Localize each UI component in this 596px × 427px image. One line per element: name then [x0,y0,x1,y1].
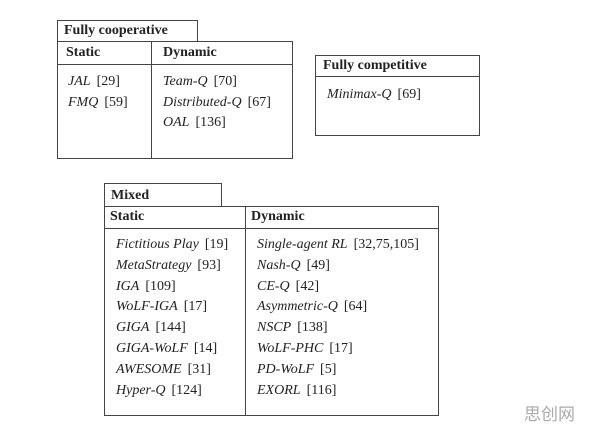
divider [315,76,480,77]
reference: [67] [247,94,271,110]
algorithm-name: Distributed-Q [163,94,242,110]
algorithm-entry: Hyper-Q [124] [116,383,202,399]
reference: [59] [104,94,128,110]
algorithm-name: MetaStrategy [116,257,192,273]
algorithm-entry: Asymmetric-Q [64] [257,299,367,315]
watermark: 思创网 [524,405,575,425]
algorithm-entry: GIGA [144] [116,320,186,336]
reference: [144] [155,320,186,336]
column-header: Static [66,45,101,60]
group-title: Fully competitive [323,58,427,73]
algorithm-entry: OAL [136] [163,115,226,131]
reference: [93] [197,257,221,273]
algorithm-entry: Distributed-Q [67] [163,95,271,111]
algorithm-name: OAL [163,115,190,130]
algorithm-name: Fictitious Play [116,237,199,252]
algorithm-entry: Minimax-Q [69] [327,87,421,103]
algorithm-name: GIGA-WoLF [116,341,188,356]
divider [104,228,439,229]
algorithm-name: EXORL [257,382,301,398]
reference: [32,75,105] [353,237,419,252]
algorithm-name: WoLF-PHC [257,341,324,356]
algorithm-name: Asymmetric-Q [257,299,338,315]
algorithm-name: JAL [68,74,91,89]
reference: [70] [213,74,237,89]
algorithm-entry: MetaStrategy [93] [116,258,221,274]
group-title: Fully cooperative [57,20,198,42]
reference: [124] [171,382,202,398]
algorithm-entry: JAL [29] [68,74,120,90]
algorithm-entry: WoLF-IGA [17] [116,299,207,315]
reference: [136] [195,115,226,130]
algorithm-entry: PD-WoLF [5] [257,362,336,378]
reference: [49] [306,257,330,273]
algorithm-name: Team-Q [163,74,208,89]
algorithm-entry: Fictitious Play [19] [116,237,228,253]
algorithm-name: FMQ [68,94,99,110]
group-box [315,55,480,136]
reference: [14] [193,341,218,356]
algorithm-name: WoLF-IGA [116,299,178,315]
reference: [17] [329,341,353,356]
algorithm-entry: CE-Q [42] [257,279,319,295]
algorithm-entry: FMQ [59] [68,95,128,111]
algorithm-name: AWESOME [116,361,182,377]
algorithm-entry: IGA [109] [116,279,176,295]
group-box [104,206,439,416]
column-header: Dynamic [251,209,305,224]
reference: [42] [295,278,319,294]
reference: [29] [96,74,120,89]
algorithm-entry: WoLF-PHC [17] [257,341,353,357]
divider [245,206,246,416]
group-box [57,41,293,159]
algorithm-name: GIGA [116,320,150,336]
algorithm-name: NSCP [257,320,292,336]
algorithm-name: Nash-Q [257,257,301,273]
algorithm-name: Hyper-Q [116,382,166,398]
algorithm-name: Single-agent RL [257,237,348,252]
algorithm-entry: Single-agent RL [32,75,105] [257,237,419,253]
reference: [19] [204,237,229,252]
column-header: Dynamic [163,45,217,60]
divider [151,41,152,159]
divider [57,64,293,65]
algorithm-name: PD-WoLF [257,361,315,377]
reference: [5] [320,361,337,377]
reference: [109] [145,278,176,294]
reference: [17] [183,299,208,315]
reference: [116] [306,382,337,398]
algorithm-entry: EXORL [116] [257,383,336,399]
algorithm-name: Minimax-Q [327,87,392,102]
reference: [138] [297,320,328,336]
group-title: Mixed [104,183,222,207]
algorithm-entry: GIGA-WoLF [14] [116,341,217,357]
algorithm-name: IGA [116,278,140,294]
algorithm-entry: Team-Q [70] [163,74,237,90]
algorithm-entry: AWESOME [31] [116,362,211,378]
reference: [31] [187,361,211,377]
algorithm-name: CE-Q [257,278,290,294]
column-header: Static [110,209,145,224]
algorithm-entry: Nash-Q [49] [257,258,330,274]
algorithm-entry: NSCP [138] [257,320,328,336]
reference: [69] [397,87,421,102]
reference: [64] [343,299,368,315]
